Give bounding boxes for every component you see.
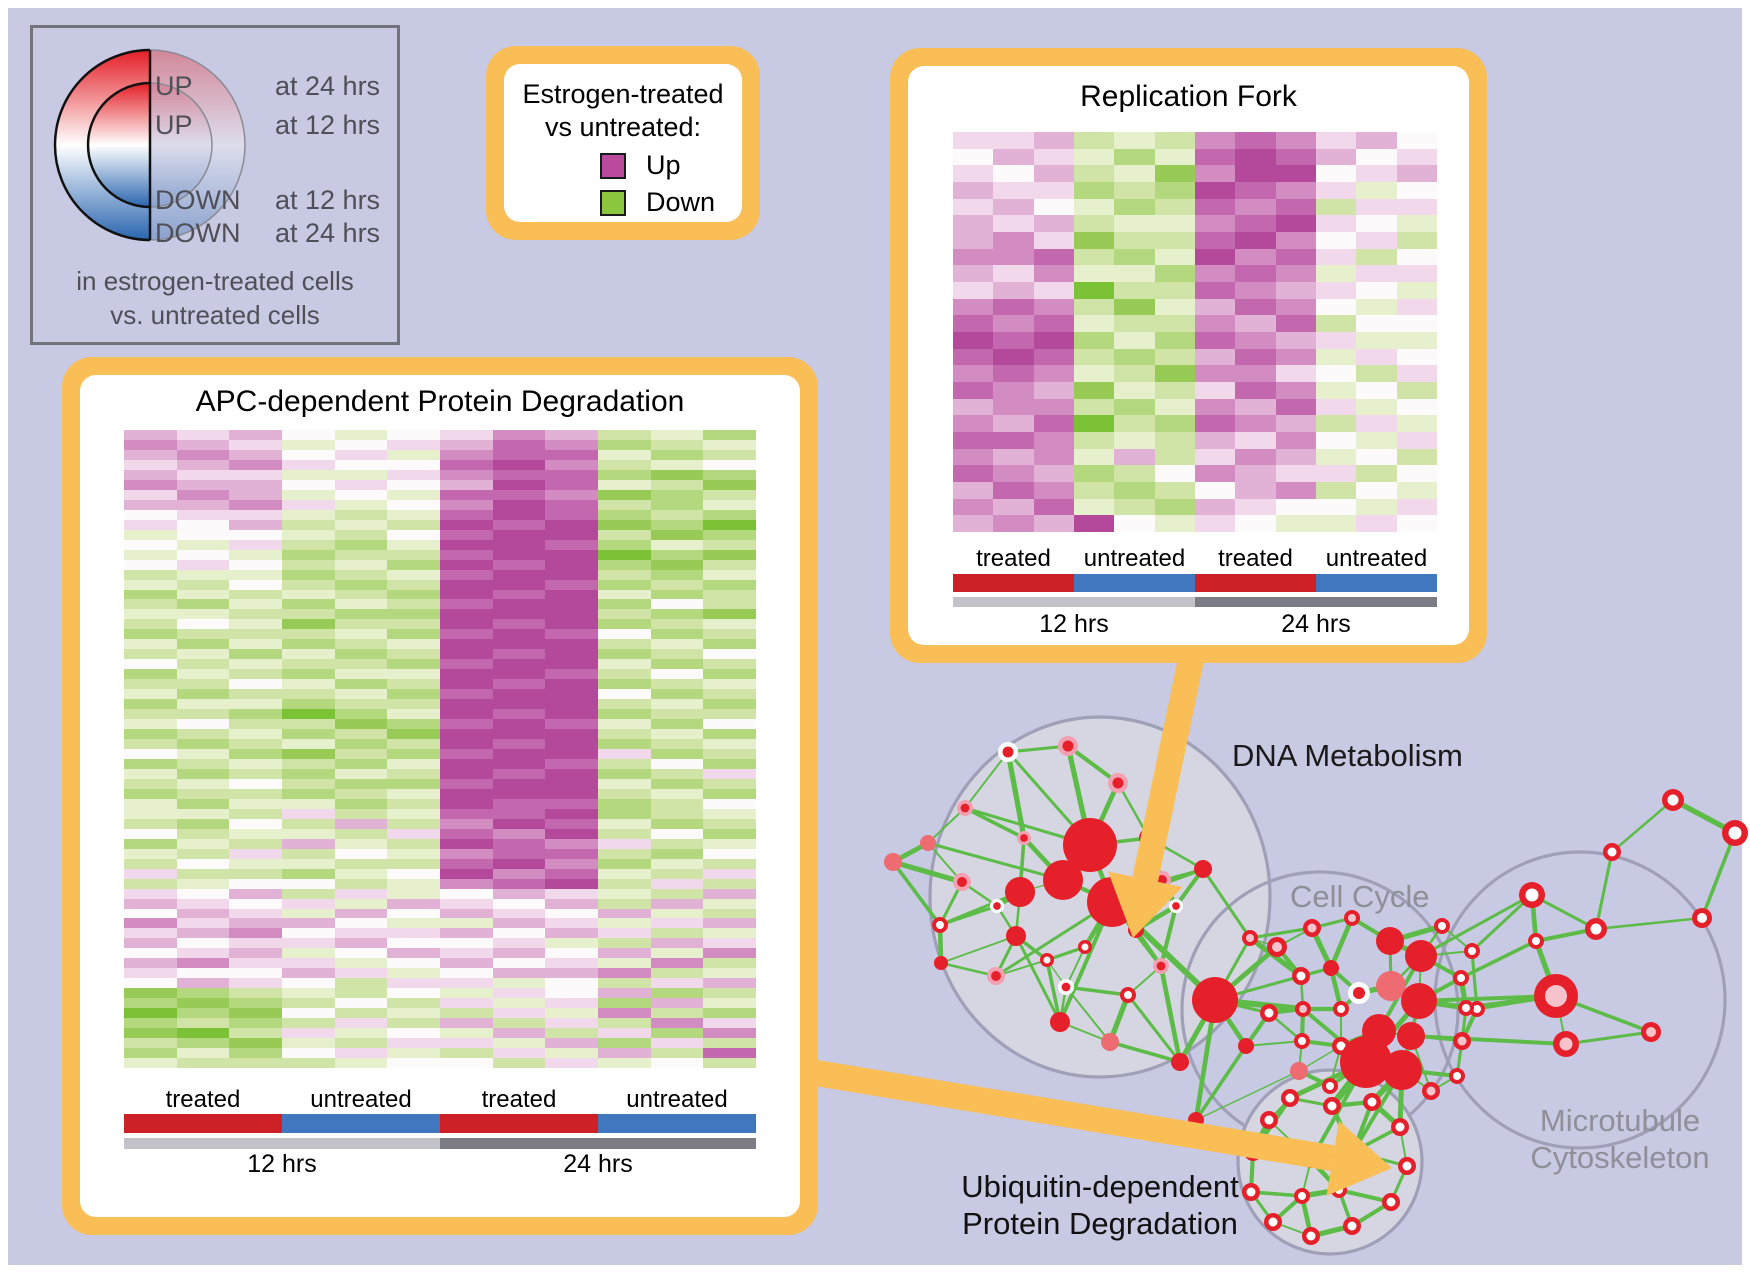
group-label-treated: treated xyxy=(165,1086,241,1113)
ring-time-label: at 12 hrs xyxy=(275,185,381,215)
apc-group-labels: treated untreated treated untreated xyxy=(124,1086,756,1114)
up-label: Up xyxy=(646,150,681,180)
repfork-group-labels: treated untreated treated untreated xyxy=(953,545,1437,573)
group-label-untreated: untreated xyxy=(1325,545,1428,572)
bar-12hrs xyxy=(124,1138,440,1149)
group-label-treated: treated xyxy=(481,1086,557,1113)
bar-24hrs xyxy=(1195,597,1437,607)
bar-12hrs xyxy=(953,597,1195,607)
repfork-panel-title: Replication Fork xyxy=(1080,80,1297,113)
color-legend-title-line1: Estrogen-treated xyxy=(522,79,724,109)
apc-condition-bar xyxy=(124,1114,756,1133)
color-legend-box: Estrogen-treated vs untreated: Up Down xyxy=(486,46,760,240)
untreated-bar xyxy=(598,1114,756,1133)
cluster-label-dna-metabolism: DNA Metabolism xyxy=(1232,738,1463,773)
repfork-time-labels: 12 hrs 24 hrs xyxy=(953,610,1437,639)
bar-24hrs xyxy=(440,1138,756,1149)
group-label-treated: treated xyxy=(1218,545,1293,572)
group-label-untreated: untreated xyxy=(626,1086,728,1113)
up-color-swatch xyxy=(600,152,626,179)
ring-dir-label: UP xyxy=(155,110,193,140)
ring-dir-label: UP xyxy=(155,71,193,101)
label-12hrs: 12 hrs xyxy=(247,1150,317,1178)
label-24hrs: 24 hrs xyxy=(563,1150,633,1178)
label-24hrs: 24 hrs xyxy=(1281,610,1351,638)
color-legend-inner: Estrogen-treated vs untreated: Up Down xyxy=(504,64,742,222)
ring-caption-line2: vs. untreated cells xyxy=(110,300,320,330)
untreated-bar xyxy=(282,1114,440,1133)
ring-dir-label: DOWN xyxy=(155,218,241,248)
ring-dir-label: DOWN xyxy=(155,185,241,215)
repfork-time-bar xyxy=(953,597,1437,607)
apc-time-bar xyxy=(124,1138,756,1149)
ring-time-label: at 12 hrs xyxy=(275,110,381,140)
repfork-heatmap xyxy=(953,132,1437,532)
concentric-ring-diagram xyxy=(53,48,246,242)
label-12hrs: 12 hrs xyxy=(1039,610,1109,638)
treated-bar xyxy=(953,574,1074,592)
untreated-bar xyxy=(1074,574,1195,592)
group-label-untreated: untreated xyxy=(1083,545,1186,572)
repfork-condition-bar xyxy=(953,574,1437,592)
cluster-label-microtubule-cytoskeleton: Microtubule Cytoskeleton xyxy=(1530,1103,1710,1175)
apc-panel-title: APC-dependent Protein Degradation xyxy=(195,385,685,418)
ring-time-label: at 24 hrs xyxy=(275,71,381,101)
treated-bar xyxy=(124,1114,282,1133)
treated-bar xyxy=(1195,574,1316,592)
apc-time-labels: 12 hrs 24 hrs xyxy=(124,1150,756,1179)
cluster-label-cell-cycle: Cell Cycle xyxy=(1290,879,1430,914)
ring-time-label: at 24 hrs xyxy=(275,218,381,248)
color-legend-title-line2: vs untreated: xyxy=(544,112,702,142)
down-color-swatch xyxy=(600,189,626,216)
untreated-bar xyxy=(1316,574,1437,592)
group-label-treated: treated xyxy=(976,545,1051,572)
treated-bar xyxy=(440,1114,598,1133)
ring-caption-line1: in estrogen-treated cells xyxy=(76,266,354,296)
cluster-label-ubiquitin-degradation: Ubiquitin-dependent Protein Degradation xyxy=(961,1169,1239,1241)
group-label-untreated: untreated xyxy=(310,1086,412,1113)
down-label: Down xyxy=(646,187,716,217)
apc-heatmap xyxy=(124,430,756,1068)
ring-legend-box: UP at 24 hrs UP at 12 hrs DOWN at 12 hrs… xyxy=(30,25,400,345)
